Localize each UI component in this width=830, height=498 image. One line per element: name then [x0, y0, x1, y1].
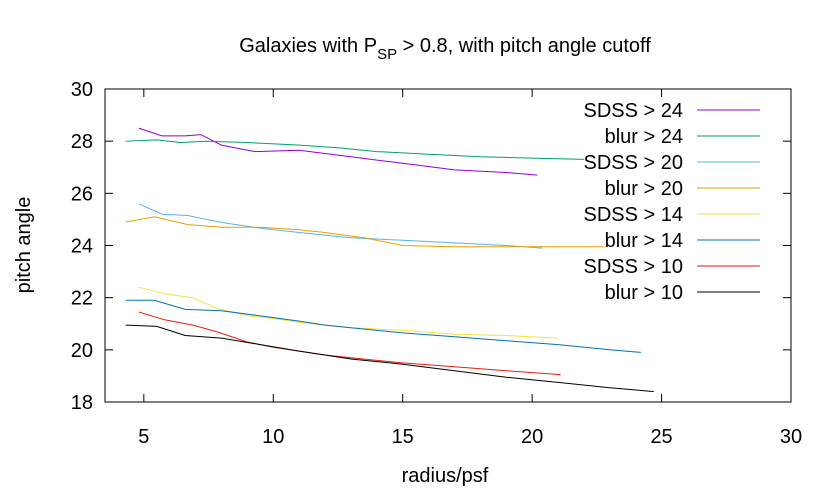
y-axis: 18 20 22 24 26 28 30 [71, 79, 791, 414]
y-tick-label: 20 [71, 340, 93, 362]
legend: SDSS > 24 blur > 24 SDSS > 20 blur > 20 SDSS… [583, 100, 760, 304]
series-line [125, 216, 605, 248]
y-tick-label: 28 [71, 131, 93, 153]
legend-label: SDSS > 14 [583, 204, 683, 226]
chart-title-prefix: Galaxies with P [239, 35, 377, 57]
series-line [125, 324, 654, 393]
series-line [138, 286, 559, 339]
x-axis: 5 10 15 20 25 30 [138, 89, 802, 448]
chart-title: Galaxies with PSP > 0.8, with pitch angl… [239, 35, 651, 63]
series-line [138, 311, 561, 376]
x-axis-label: radius/psf [402, 465, 489, 487]
plot-frame [104, 88, 792, 403]
legend-label: blur > 14 [605, 230, 683, 252]
y-tick-label: 30 [71, 79, 93, 101]
legend-label: SDSS > 20 [583, 152, 683, 174]
plot-area [125, 127, 654, 393]
x-tick-label: 25 [650, 426, 672, 448]
legend-label: blur > 10 [605, 282, 683, 304]
series-line [125, 139, 584, 160]
x-tick-label: 20 [521, 426, 543, 448]
legend-label: SDSS > 24 [583, 100, 683, 122]
x-tick-label: 10 [262, 426, 284, 448]
series-line [138, 203, 543, 249]
y-tick-label: 18 [71, 392, 93, 414]
legend-label: blur > 24 [605, 126, 683, 148]
y-tick-label: 22 [71, 288, 93, 310]
y-tick-label: 24 [71, 236, 93, 258]
x-tick-label: 5 [138, 426, 149, 448]
series-line [138, 127, 538, 176]
x-tick-label: 15 [392, 426, 414, 448]
legend-label: SDSS > 10 [583, 256, 683, 278]
chart-title-subscript: SP [377, 46, 397, 63]
y-tick-label: 26 [71, 183, 93, 205]
legend-label: blur > 20 [605, 178, 683, 200]
y-axis-label: pitch angle [13, 197, 35, 294]
x-tick-label: 30 [780, 426, 802, 448]
chart-title-suffix: > 0.8, with pitch angle cutoff [397, 35, 651, 57]
series-line [125, 299, 641, 353]
